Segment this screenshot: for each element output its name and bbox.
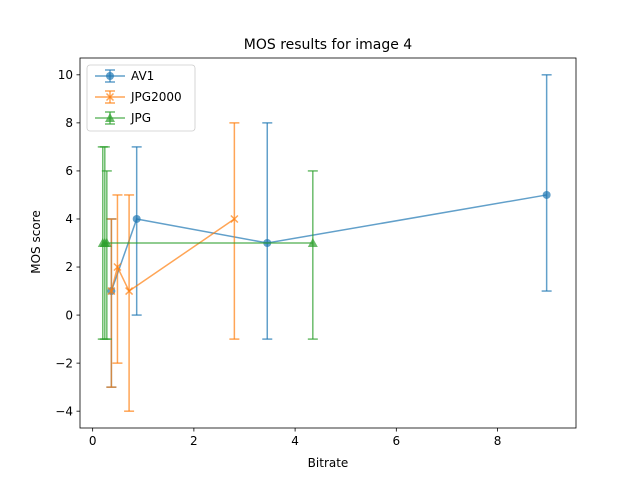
data-point: [125, 287, 134, 296]
data-point: [132, 214, 141, 223]
chart-title: MOS results for image 4: [244, 37, 413, 53]
legend-entry: JPG: [95, 111, 151, 125]
x-tick-label: 0: [89, 434, 97, 448]
legend-marker: [105, 113, 115, 122]
y-tick-label: −4: [55, 404, 73, 418]
data-point: [107, 287, 116, 296]
legend-label: AV1: [131, 69, 154, 83]
y-tick-label: 4: [65, 212, 73, 226]
legend-marker: [105, 92, 115, 102]
y-tick-label: 6: [65, 164, 73, 178]
y-tick-label: 8: [65, 116, 73, 130]
x-tick-label: 4: [291, 434, 299, 448]
series-line: [110, 194, 547, 292]
legend-label: JPG: [130, 111, 151, 125]
x-axis-title: Bitrate: [308, 456, 349, 470]
x-tick-label: 2: [190, 434, 198, 448]
plot-area: [97, 74, 552, 412]
data-point: [101, 238, 112, 247]
legend-marker: [106, 72, 114, 80]
y-tick-label: −2: [55, 356, 73, 370]
x-tick-label: 6: [393, 434, 401, 448]
series-jpg: [97, 146, 318, 340]
legend-entry: JPG2000: [95, 90, 182, 104]
legend-label: JPG2000: [130, 90, 182, 104]
series-line: [110, 218, 235, 293]
x-tick-label: 8: [494, 434, 502, 448]
legend: AV1 JPG2000 JPG: [86, 64, 196, 132]
data-point: [230, 214, 239, 224]
plot-frame: [79, 57, 577, 429]
data-point: [542, 190, 551, 199]
series-jpg2000: [106, 122, 240, 412]
y-tick-label: 2: [65, 260, 73, 274]
legend-entry: AV1: [95, 69, 154, 83]
data-point: [113, 262, 122, 272]
y-tick-label: 0: [65, 308, 73, 322]
y-axis-title: MOS score: [29, 210, 43, 273]
axes: 0 2 4 6 8 −4 −2 0 2 4 6 8 10: [55, 68, 501, 448]
y-tick-label: 10: [58, 68, 73, 82]
data-point: [307, 238, 318, 247]
